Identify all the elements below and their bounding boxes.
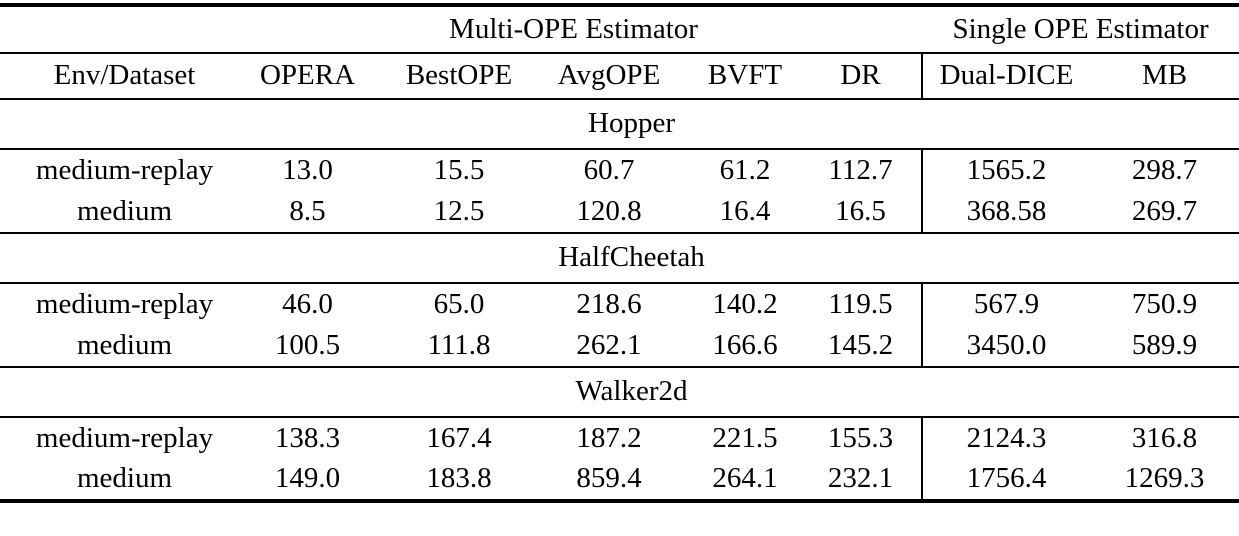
- group-header-row: Multi-OPE Estimator Single OPE Estimator: [0, 5, 1239, 53]
- value-cell-bestope: 15.5: [433, 153, 485, 186]
- value-cell-bvft: 166.6: [712, 328, 778, 361]
- section-title: Walker2d: [575, 375, 688, 408]
- value-cell-bestope: 111.8: [427, 328, 491, 361]
- column-header-env-dataset: Env/Dataset: [53, 59, 196, 92]
- value-cell-dr: 119.5: [828, 287, 893, 320]
- group-header-spacer: [0, 5, 225, 53]
- column-header-row: Env/Dataset OPERA BestOPE AvgOPE BVFT DR…: [0, 53, 1239, 99]
- value-cell-dr: 155.3: [827, 421, 894, 454]
- table-row: medium-replay 13.0 15.5 60.7 61.2 112.7 …: [0, 149, 1239, 191]
- value-cell-opera: 8.5: [289, 194, 326, 227]
- value-cell-dr: 16.5: [835, 194, 886, 227]
- section-header-row: HalfCheetah: [0, 233, 1239, 283]
- table-row: medium-replay 138.3 167.4 187.2 221.5 15…: [0, 417, 1239, 459]
- column-header-bestope: BestOPE: [405, 59, 513, 92]
- row-label: medium-replay: [35, 287, 214, 320]
- table-row: medium 8.5 12.5 120.8 16.4 16.5 368.58 2…: [0, 191, 1239, 233]
- section-header-row: Hopper: [0, 99, 1239, 149]
- value-cell-bestope: 65.0: [433, 287, 485, 320]
- column-header-bvft: BVFT: [707, 59, 783, 92]
- value-cell-bvft: 61.2: [719, 153, 771, 186]
- value-cell-mb: 269.7: [1131, 194, 1198, 227]
- value-cell-dual-dice: 2124.3: [921, 417, 1091, 459]
- value-cell-mb: 1269.3: [1124, 462, 1205, 495]
- value-cell-dual-dice: 1756.4: [921, 459, 1091, 501]
- table-row: medium-replay 46.0 65.0 218.6 140.2 119.…: [0, 283, 1239, 325]
- value-cell-mb: 298.7: [1131, 153, 1198, 186]
- value-cell-bvft: 264.1: [712, 462, 778, 495]
- value-cell-bestope: 167.4: [426, 421, 492, 454]
- value-cell-opera: 100.5: [274, 328, 341, 361]
- value-cell-opera: 138.3: [274, 421, 341, 454]
- value-cell-bestope: 183.8: [426, 462, 492, 495]
- column-header-mb: MB: [1141, 59, 1188, 92]
- value-cell-mb: 589.9: [1131, 328, 1198, 361]
- value-cell-avgope: 262.1: [576, 328, 642, 361]
- column-header-dr: DR: [840, 59, 881, 92]
- section-hopper: Hopper medium-replay 13.0 15.5 60.7 61.2…: [0, 99, 1239, 233]
- value-cell-bestope: 12.5: [433, 194, 485, 227]
- section-walker2d: Walker2d medium-replay 138.3 167.4 187.2…: [0, 367, 1239, 501]
- value-cell-opera: 46.0: [282, 287, 333, 320]
- value-cell-avgope: 187.2: [576, 421, 642, 454]
- value-cell-bvft: 16.4: [719, 194, 771, 227]
- group-header-single-ope: Single OPE Estimator: [952, 12, 1209, 45]
- value-cell-avgope: 120.8: [576, 194, 642, 227]
- row-label: medium: [76, 462, 173, 495]
- section-title: Hopper: [588, 107, 675, 140]
- column-header-opera: OPERA: [259, 59, 356, 92]
- value-cell-dr: 145.2: [827, 328, 894, 361]
- table-row: medium 100.5 111.8 262.1 166.6 145.2 345…: [0, 325, 1239, 367]
- value-cell-opera: 13.0: [282, 153, 333, 186]
- table-head: Multi-OPE Estimator Single OPE Estimator…: [0, 5, 1239, 99]
- value-cell-avgope: 859.4: [576, 462, 642, 495]
- ope-results-table: Multi-OPE Estimator Single OPE Estimator…: [0, 3, 1239, 503]
- value-cell-bvft: 140.2: [712, 287, 778, 320]
- value-cell-dual-dice: 3450.0: [921, 325, 1091, 367]
- value-cell-dual-dice: 567.9: [921, 283, 1091, 325]
- row-label: medium-replay: [35, 153, 214, 186]
- value-cell-bvft: 221.5: [712, 421, 778, 454]
- value-cell-dual-dice: 1565.2: [921, 149, 1091, 191]
- value-cell-mb: 750.9: [1131, 287, 1198, 320]
- row-label: medium: [76, 194, 173, 227]
- value-cell-opera: 149.0: [274, 462, 341, 495]
- value-cell-mb: 316.8: [1131, 421, 1198, 454]
- column-header-dual-dice: Dual-DICE: [921, 53, 1091, 99]
- section-halfcheetah: HalfCheetah medium-replay 46.0 65.0 218.…: [0, 233, 1239, 367]
- row-label: medium: [76, 328, 173, 361]
- section-title: HalfCheetah: [558, 241, 705, 274]
- group-header-multi-ope: Multi-OPE Estimator: [449, 12, 698, 45]
- table-row: medium 149.0 183.8 859.4 264.1 232.1 175…: [0, 459, 1239, 501]
- column-header-avgope: AvgOPE: [557, 59, 661, 92]
- value-cell-avgope: 60.7: [583, 153, 635, 186]
- row-label: medium-replay: [35, 421, 214, 454]
- section-header-row: Walker2d: [0, 367, 1239, 417]
- value-cell-dr: 112.7: [828, 153, 893, 186]
- value-cell-avgope: 218.6: [576, 287, 642, 320]
- value-cell-dual-dice: 368.58: [921, 191, 1091, 233]
- value-cell-dr: 232.1: [827, 462, 894, 495]
